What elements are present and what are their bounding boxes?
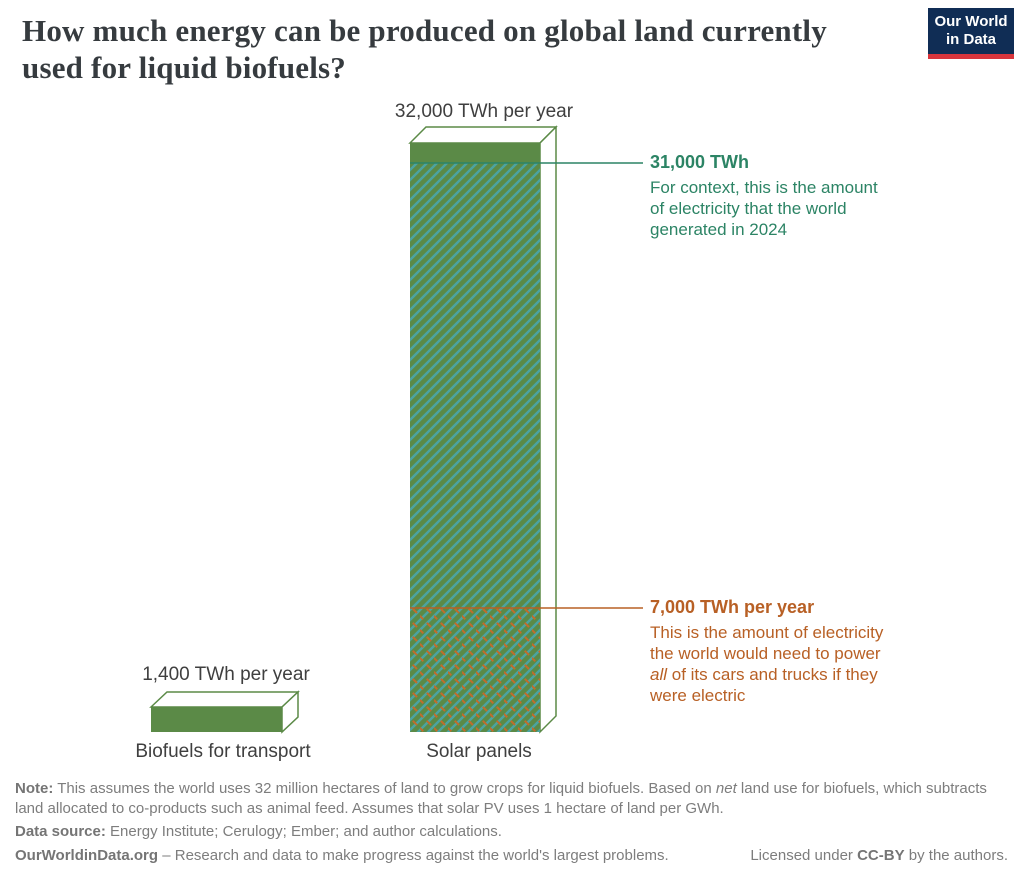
biofuels-bar-front-face [151,707,282,732]
solar-bar-top-face [408,126,558,144]
biofuels-value-label: 1,400 TWh per year [142,664,310,685]
license-type: CC-BY [857,847,905,864]
transport-annotation-italic: all [650,665,668,684]
electricity-annotation-text: For context, this is the amount of elect… [650,178,878,239]
biofuels-bar [149,690,300,734]
solar-value-label: 32,000 TWh per year [394,101,574,122]
page-title: How much energy can be produced on globa… [22,12,922,86]
biofuels-bar-top-face [149,691,300,708]
owid-logo: Our World in Data [928,8,1014,59]
solar-bar [408,125,643,734]
solar-category-label: Solar panels [426,741,532,762]
electricity-annotation-value: 31,000 TWh [650,152,750,172]
biofuels-category-label: Biofuels for transport [135,741,311,762]
footnote-italic: net [715,780,737,797]
footnote: Note: This assumes the world uses 32 mil… [15,780,987,817]
solar-bar-side-face [539,125,557,734]
transport-annotation-text: This is the amount of electricity the wo… [650,623,884,705]
electricity-annotation: 31,000 TWh For context, this is the amou… [650,151,950,240]
data-source-label: Data source: [15,823,106,840]
owid-logo-red-bar [928,54,1014,59]
transport-annotation: 7,000 TWh per year This is the amount of… [650,596,950,706]
site-name: OurWorldinData.org [15,847,159,864]
page-title-line1: How much energy can be produced on globa… [22,13,827,48]
solar-bar-orange-hatch [410,608,540,732]
owid-logo-text: Our World in Data [928,8,1014,54]
footer-bottom-row: OurWorldinData.org – Research and data t… [15,846,1008,866]
data-source: Data source: Energy Institute; Cerulogy;… [15,823,502,840]
license-note: Licensed under CC-BY by the authors. [750,847,1008,864]
owid-logo-line1: Our World [934,13,1008,30]
footnote-label: Note: [15,780,54,797]
transport-annotation-value: 7,000 TWh per year [650,597,815,617]
page-title-line2: used for liquid biofuels? [22,50,346,85]
owid-logo-line2: in Data [945,31,996,48]
site-credit: OurWorldinData.org – Research and data t… [15,847,669,864]
